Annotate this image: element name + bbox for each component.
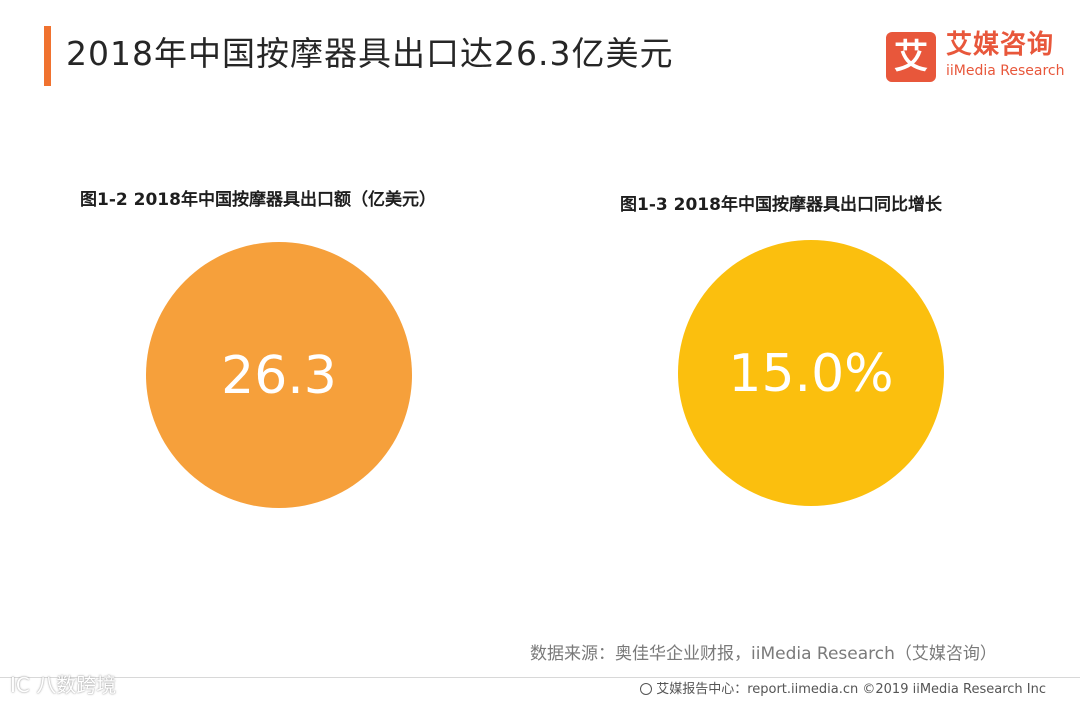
globe-icon [640,683,653,695]
chart-title-export-growth: 图1-3 2018年中国按摩器具出口同比增长 [620,195,942,215]
bubble-label-export-value: 26.3 [221,346,337,406]
page-title: 2018年中国按摩器具出口达26.3亿美元 [66,34,674,73]
bubble-export-growth [678,240,944,506]
chart-title-export-value: 图1-2 2018年中国按摩器具出口额（亿美元） [80,190,436,210]
bubble-export-value [146,242,412,508]
footer-divider [0,677,1080,678]
logo-mark-icon: 艾 [886,32,936,82]
watermark-text: IC 八数跨境 [10,673,117,697]
footer: 艾媒报告中心：report.iimedia.cn ©2019 iiMedia R… [640,680,1046,700]
data-source-note: 数据来源：奥佳华企业财报，iiMedia Research（艾媒咨询） [530,644,997,664]
logo-name-cn: 艾媒咨询 [946,30,1055,60]
logo-name-en: iiMedia Research [946,63,1065,79]
iimedia-logo: 艾 艾媒咨询 iiMedia Research [886,30,1066,84]
title-accent-bar [44,26,51,86]
bubble-label-export-growth: 15.0% [728,344,893,404]
footer-text: 艾媒报告中心：report.iimedia.cn ©2019 iiMedia R… [656,682,1046,697]
